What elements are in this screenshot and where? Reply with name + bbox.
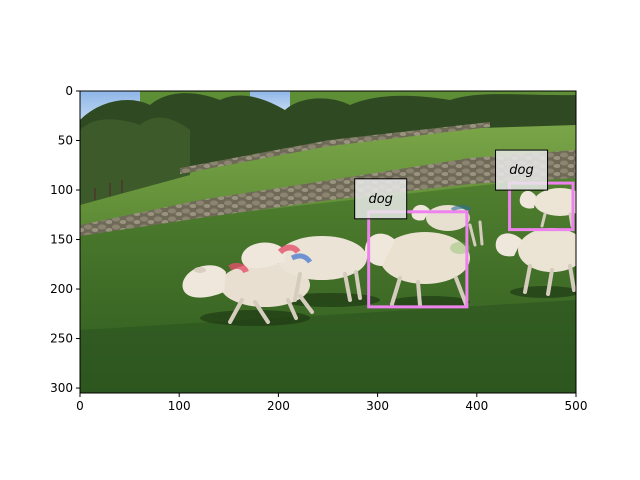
label-background (354, 178, 408, 220)
axes-frame (79, 90, 577, 394)
y-tick-label: 200 (50, 282, 73, 296)
y-tick-label: 250 (50, 332, 73, 346)
detection-label: dog (368, 192, 392, 207)
x-tick-label: 400 (465, 399, 488, 413)
x-axis: 0 100 200 300 400 500 (76, 393, 587, 413)
y-tick-label: 100 (50, 183, 73, 197)
x-tick-label: 100 (168, 399, 191, 413)
detection-box: dog (495, 149, 575, 232)
y-tick-label: 50 (58, 134, 73, 148)
y-tick-label: 0 (65, 84, 73, 98)
x-tick-label: 500 (565, 399, 588, 413)
y-tick-label: 300 (50, 381, 73, 395)
bounding-box (367, 210, 469, 309)
x-tick-label: 300 (366, 399, 389, 413)
y-tick-label: 150 (50, 233, 73, 247)
sheep-field-photo (80, 91, 576, 393)
x-tick-label: 0 (76, 399, 84, 413)
detection-label: dog (509, 163, 533, 178)
x-tick-label: 200 (267, 399, 290, 413)
detection-box: dog (354, 178, 469, 309)
label-background (495, 149, 549, 191)
y-axis: 0 50 100 150 200 250 300 (50, 84, 80, 395)
detections: dog dog (354, 149, 575, 309)
